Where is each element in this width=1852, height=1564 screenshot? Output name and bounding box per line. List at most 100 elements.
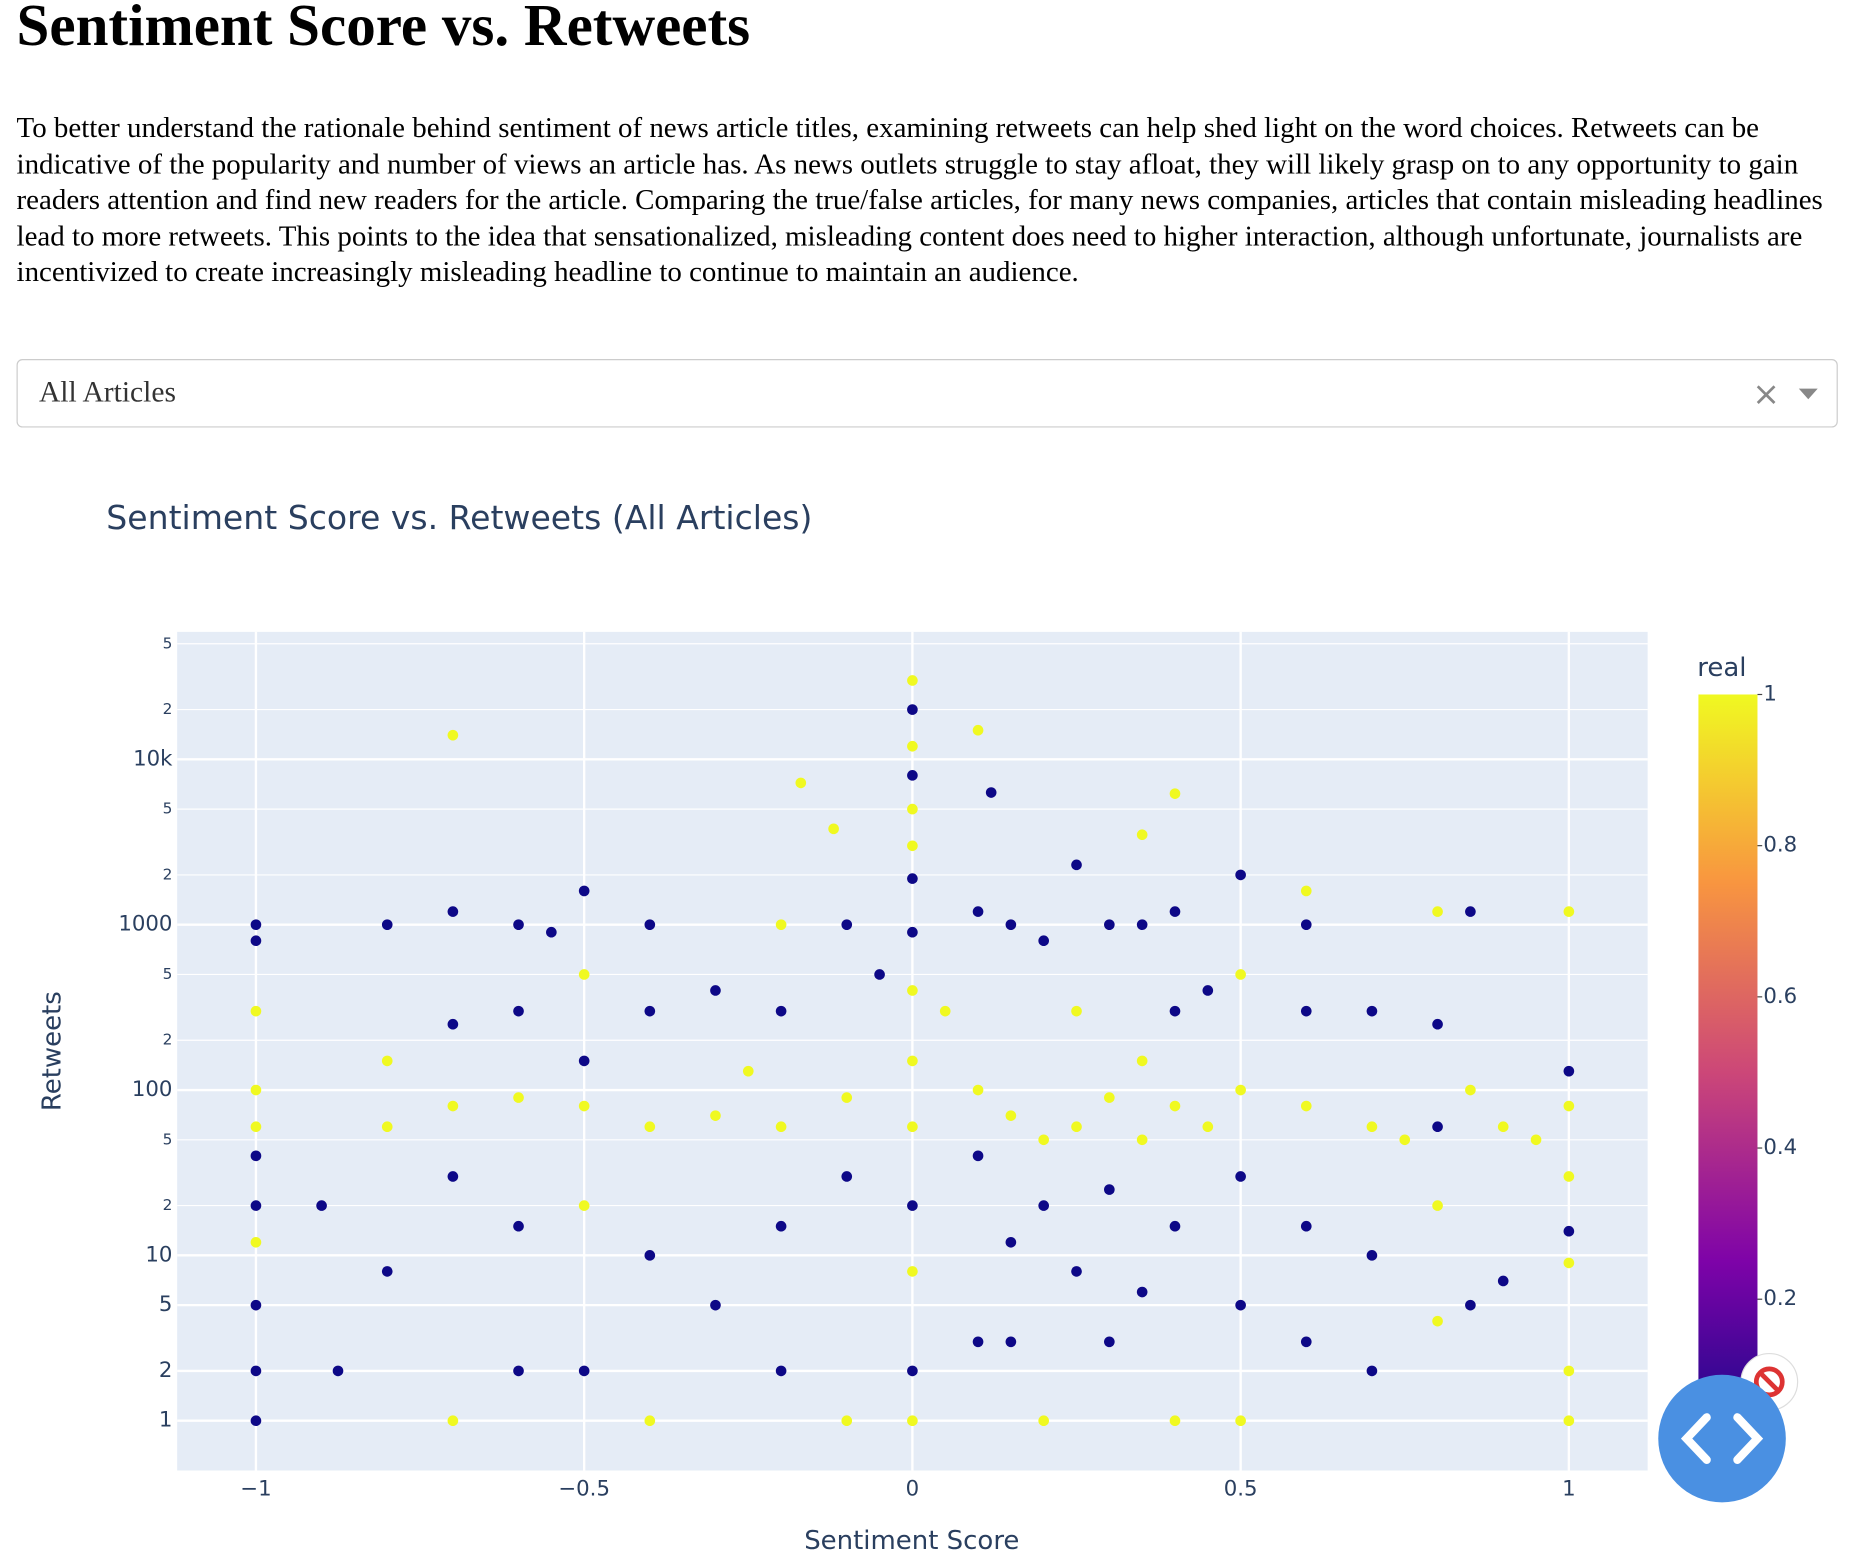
point — [1563, 906, 1575, 917]
point — [1202, 985, 1214, 996]
point — [250, 1084, 262, 1096]
point — [1104, 1092, 1115, 1103]
y-tick-label: 10k — [133, 746, 173, 771]
point — [250, 1236, 262, 1248]
point — [841, 1092, 853, 1103]
point — [644, 1121, 656, 1133]
point — [447, 729, 459, 741]
point — [907, 1415, 918, 1427]
point — [1235, 1084, 1246, 1096]
point — [1005, 1336, 1017, 1348]
point — [972, 724, 984, 736]
point — [447, 1100, 459, 1112]
point — [644, 1415, 656, 1427]
point — [381, 1121, 393, 1133]
dropdown-arrow[interactable] — [1798, 388, 1818, 400]
point — [907, 675, 918, 686]
point — [316, 1200, 327, 1211]
point — [1235, 1171, 1246, 1182]
point — [1136, 1134, 1148, 1146]
point — [1038, 1200, 1050, 1211]
description: To better understand the rationale behin… — [16, 112, 1823, 289]
point — [775, 919, 787, 930]
point — [578, 1365, 590, 1377]
point — [1136, 829, 1148, 841]
point — [250, 1150, 262, 1162]
point — [332, 1365, 344, 1377]
point — [381, 919, 393, 930]
point — [1399, 1134, 1411, 1146]
point — [972, 1084, 984, 1096]
point — [1300, 1005, 1312, 1017]
y-tick-label: 2 — [163, 700, 173, 718]
x-tick-label: 0 — [906, 1476, 920, 1501]
point — [1432, 1121, 1443, 1133]
point — [1300, 1336, 1312, 1348]
point — [250, 1415, 262, 1427]
point — [1235, 969, 1246, 980]
point — [513, 1220, 524, 1232]
point — [1235, 1299, 1246, 1311]
point — [1169, 1415, 1181, 1427]
point — [546, 926, 557, 938]
y-tick-label: 5 — [163, 965, 173, 983]
point — [1300, 919, 1312, 930]
point — [710, 1110, 721, 1121]
point — [1563, 1365, 1575, 1377]
point — [381, 1055, 393, 1067]
point — [972, 1336, 984, 1348]
point — [1038, 935, 1050, 947]
point — [1366, 1365, 1378, 1377]
point — [447, 1018, 459, 1030]
point — [1038, 1134, 1050, 1146]
point — [1432, 1315, 1443, 1327]
y-tick-label: 2 — [163, 865, 173, 883]
colorbar-tick-label: 0.2 — [1763, 1286, 1797, 1311]
clear-button[interactable]: × — [1752, 374, 1780, 414]
point — [250, 1200, 262, 1211]
x-tick-label: −1 — [240, 1476, 271, 1501]
point — [1366, 1250, 1378, 1261]
point — [874, 969, 885, 980]
point — [907, 926, 918, 938]
y-tick-label: 5 — [159, 1292, 173, 1317]
point — [578, 1100, 590, 1112]
point — [250, 1121, 262, 1133]
colorbar-tick-label: 1 — [1763, 681, 1777, 706]
point — [1235, 1415, 1246, 1427]
point — [775, 1365, 787, 1377]
point — [972, 1150, 984, 1162]
point — [1563, 1065, 1575, 1077]
point — [1366, 1121, 1378, 1133]
point — [1563, 1257, 1575, 1269]
point — [1497, 1121, 1509, 1133]
point — [1071, 1005, 1082, 1017]
point — [1497, 1275, 1509, 1287]
y-tick-label: 5 — [163, 634, 173, 652]
point — [828, 823, 839, 835]
x-tick-label: 1 — [1562, 1476, 1576, 1501]
point — [1071, 859, 1082, 871]
point — [907, 770, 918, 781]
point — [907, 704, 918, 715]
colorbar-title: real — [1697, 653, 1746, 683]
point — [644, 1250, 656, 1261]
point — [250, 919, 262, 930]
point — [841, 1171, 853, 1182]
point — [907, 985, 918, 996]
point — [907, 1055, 918, 1067]
point — [1465, 1084, 1476, 1096]
colorbar-tick-label: 0.8 — [1763, 833, 1797, 858]
point — [985, 787, 997, 798]
point — [250, 1005, 262, 1017]
point — [381, 1266, 393, 1277]
point — [1432, 906, 1443, 917]
point — [1300, 1220, 1312, 1232]
chart-title: Sentiment Score vs. Retweets (All Articl… — [106, 498, 812, 537]
x-tick-label: 0.5 — [1224, 1476, 1258, 1501]
point — [1300, 885, 1312, 897]
point — [1169, 906, 1181, 917]
dropdown[interactable]: All Articles × — [16, 359, 1838, 428]
point — [710, 985, 721, 996]
